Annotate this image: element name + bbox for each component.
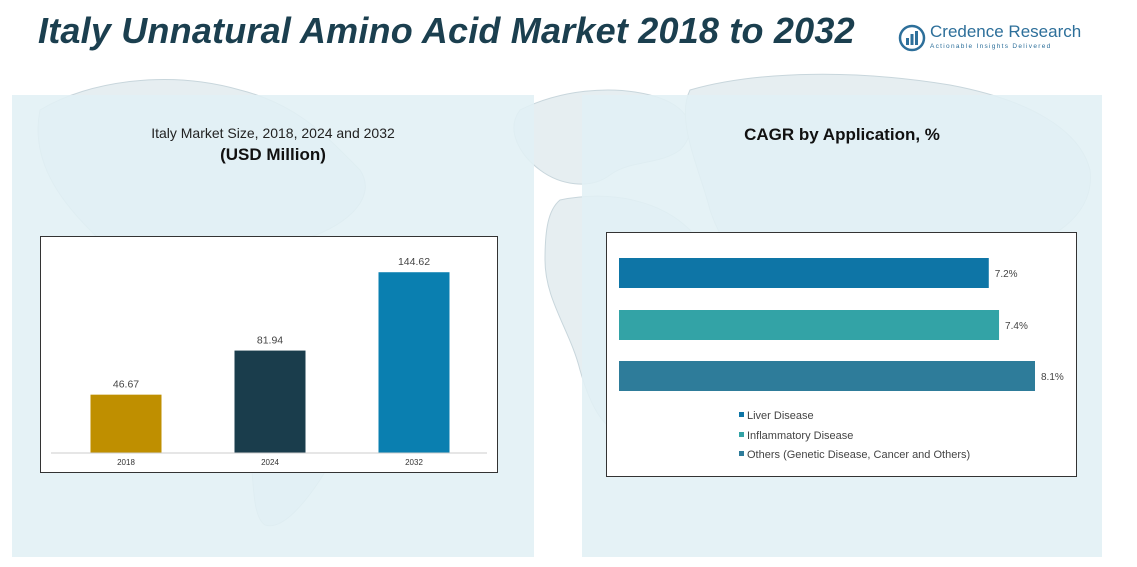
bar-2024 (234, 350, 306, 453)
legend-item-2: Inflammatory Disease (739, 430, 970, 450)
legend-item-3: Others (Genetic Disease, Cancer and Othe… (739, 449, 970, 469)
bar-2018 (90, 394, 162, 453)
cagr-bar-3 (619, 361, 1035, 391)
cagr-value-label-2: 7.4% (1005, 321, 1028, 332)
bar-value-label-2024: 81.94 (257, 335, 283, 347)
credence-logo-icon (898, 24, 926, 52)
cagr-legend: Liver Disease Inflammatory Disease Others … (739, 410, 970, 469)
bar-value-label-2018: 46.67 (113, 379, 139, 391)
page-title: Italy Unnatural Amino Acid Market 2018 t… (38, 10, 855, 51)
market-size-chart-title: Italy Market Size, 2018, 2024 and 2032 (151, 125, 395, 141)
legend-swatch-1 (739, 412, 744, 417)
cagr-value-label-1: 7.2% (995, 269, 1018, 280)
legend-label-3: Others (Genetic Disease, Cancer and Othe… (747, 449, 971, 461)
cagr-chart-title: CAGR by Application, % (744, 125, 940, 144)
legend-swatch-2 (739, 431, 744, 437)
cagr-bar-2 (619, 310, 1000, 340)
market-size-bar-chart: 46.67 2018 81.94 2024 144.62 2032 (51, 256, 487, 467)
x-tick-label-2024: 2024 (261, 458, 279, 467)
bar-2032 (378, 272, 450, 453)
x-tick-label-2032: 2032 (405, 458, 423, 467)
legend-label-2: Inflammatory Disease (747, 429, 854, 442)
cagr-bar-1 (619, 258, 989, 288)
legend-item-1: Liver Disease (739, 410, 970, 430)
brand-name: Credence Research (930, 22, 1082, 41)
cagr-chart-frame: 7.2% 7.4% 8.1% Liver Disease Inflammatory D… (606, 232, 1077, 477)
legend-swatch-3 (739, 451, 744, 456)
market-size-chart-frame: 46.67 2018 81.94 2024 144.62 2032 (40, 236, 498, 473)
legend-label-1: Liver Disease (747, 410, 814, 422)
cagr-value-label-3: 8.1% (1041, 372, 1064, 383)
brand-tagline: Actionable Insights Delivered (930, 43, 1052, 50)
market-size-chart-unit: (USD Million) (220, 145, 326, 164)
x-tick-label-2018: 2018 (117, 458, 135, 467)
bar-value-label-2032: 144.62 (398, 256, 430, 268)
cagr-horizontal-bar-chart: 7.2% 7.4% 8.1% (619, 258, 1064, 391)
brand-logo: Credence Research Actionable Insights De… (898, 22, 1088, 62)
